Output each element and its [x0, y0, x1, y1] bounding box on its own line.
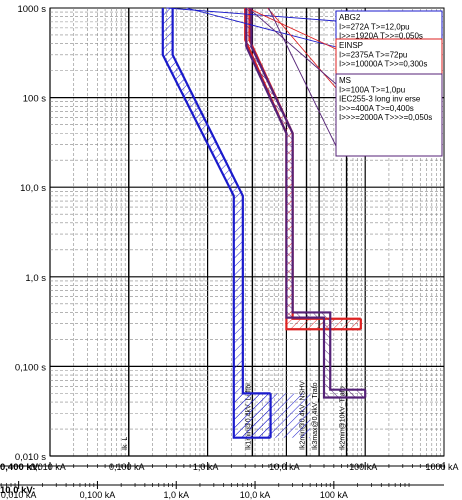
band-lower-edge	[161, 8, 271, 439]
legend-line: I>>=400A T>=0,400s	[339, 104, 414, 113]
leader-line	[247, 7, 337, 50]
legend-line: IEC255-3 long inv erse	[339, 95, 421, 104]
x-tick-label-secondary: 100 kA	[320, 490, 348, 500]
band-lower-edge	[245, 8, 366, 399]
x-tick-label-secondary: 10,0 kA	[240, 490, 271, 500]
x-tick-label-secondary: 1,0 kA	[163, 490, 189, 500]
legend-line: I>=100A T>=1,0pu	[339, 85, 405, 94]
legend-line: I>=272A T>=12,0pu	[339, 22, 410, 31]
y-tick-label: 100 s	[23, 94, 46, 105]
x-tick-label-primary: 100 kA	[349, 462, 377, 472]
legend-title: EINSP	[339, 41, 363, 50]
axes: 1000 s 100 s 10,0 s 1,0 s 0,100 s 0,010 s0,40…	[0, 4, 459, 500]
band-upper-edge	[171, 8, 271, 395]
leader-line	[248, 7, 337, 85]
legend-title: MS	[339, 76, 351, 85]
band-fill	[162, 8, 271, 438]
x-tick-label-primary: 10,0 kA	[269, 462, 300, 472]
x-tick-label-secondary: 0,010 kA	[1, 490, 37, 500]
legend-box	[335, 73, 443, 157]
x-tick-label-primary: 1000 kA	[425, 462, 458, 472]
legend-line: I>=2375A T>=72pu	[339, 50, 407, 59]
band-upper-edge	[250, 8, 366, 391]
y-tick-label: 1000 s	[17, 4, 46, 15]
marker-label: Ik_L	[122, 437, 129, 450]
band-fill	[246, 8, 366, 398]
series-bands	[161, 8, 367, 439]
y-tick-label: 1,0 s	[25, 273, 46, 284]
x-tick-label-primary: 0,010 kA	[30, 462, 66, 472]
y-tick-label: 0,100 s	[15, 362, 46, 373]
x-tick-label-primary: 0,100 kA	[109, 462, 145, 472]
y-tick-label: 10,0 s	[20, 183, 46, 194]
marker-label: Ik3max@0,4kV_Trafo	[312, 382, 319, 450]
series-ms	[245, 8, 367, 399]
legend-line: I>>=10000A T>>=0,300s	[339, 60, 427, 69]
leader-line	[186, 7, 337, 48]
marker-label: Ik2min@10kV_Trafo	[340, 386, 347, 450]
x-tick-label-primary: 1,0 kA	[193, 462, 219, 472]
legend-line: I>>>=2000A T>>>=0,050s	[339, 113, 432, 122]
legend-title: ABG2	[339, 13, 361, 22]
series-abg2	[161, 8, 311, 439]
x-axis-primary-label: 0,400 kV:	[0, 462, 41, 473]
x-tick-label-secondary: 0,100 kA	[80, 490, 116, 500]
legend-line: I>>=1920A T>>=0,050s	[339, 32, 423, 41]
leader-line	[268, 7, 337, 147]
x-axis-secondary-label: 10,0 kV:	[0, 485, 35, 496]
y-tick-label: 0,010 s	[15, 452, 46, 463]
